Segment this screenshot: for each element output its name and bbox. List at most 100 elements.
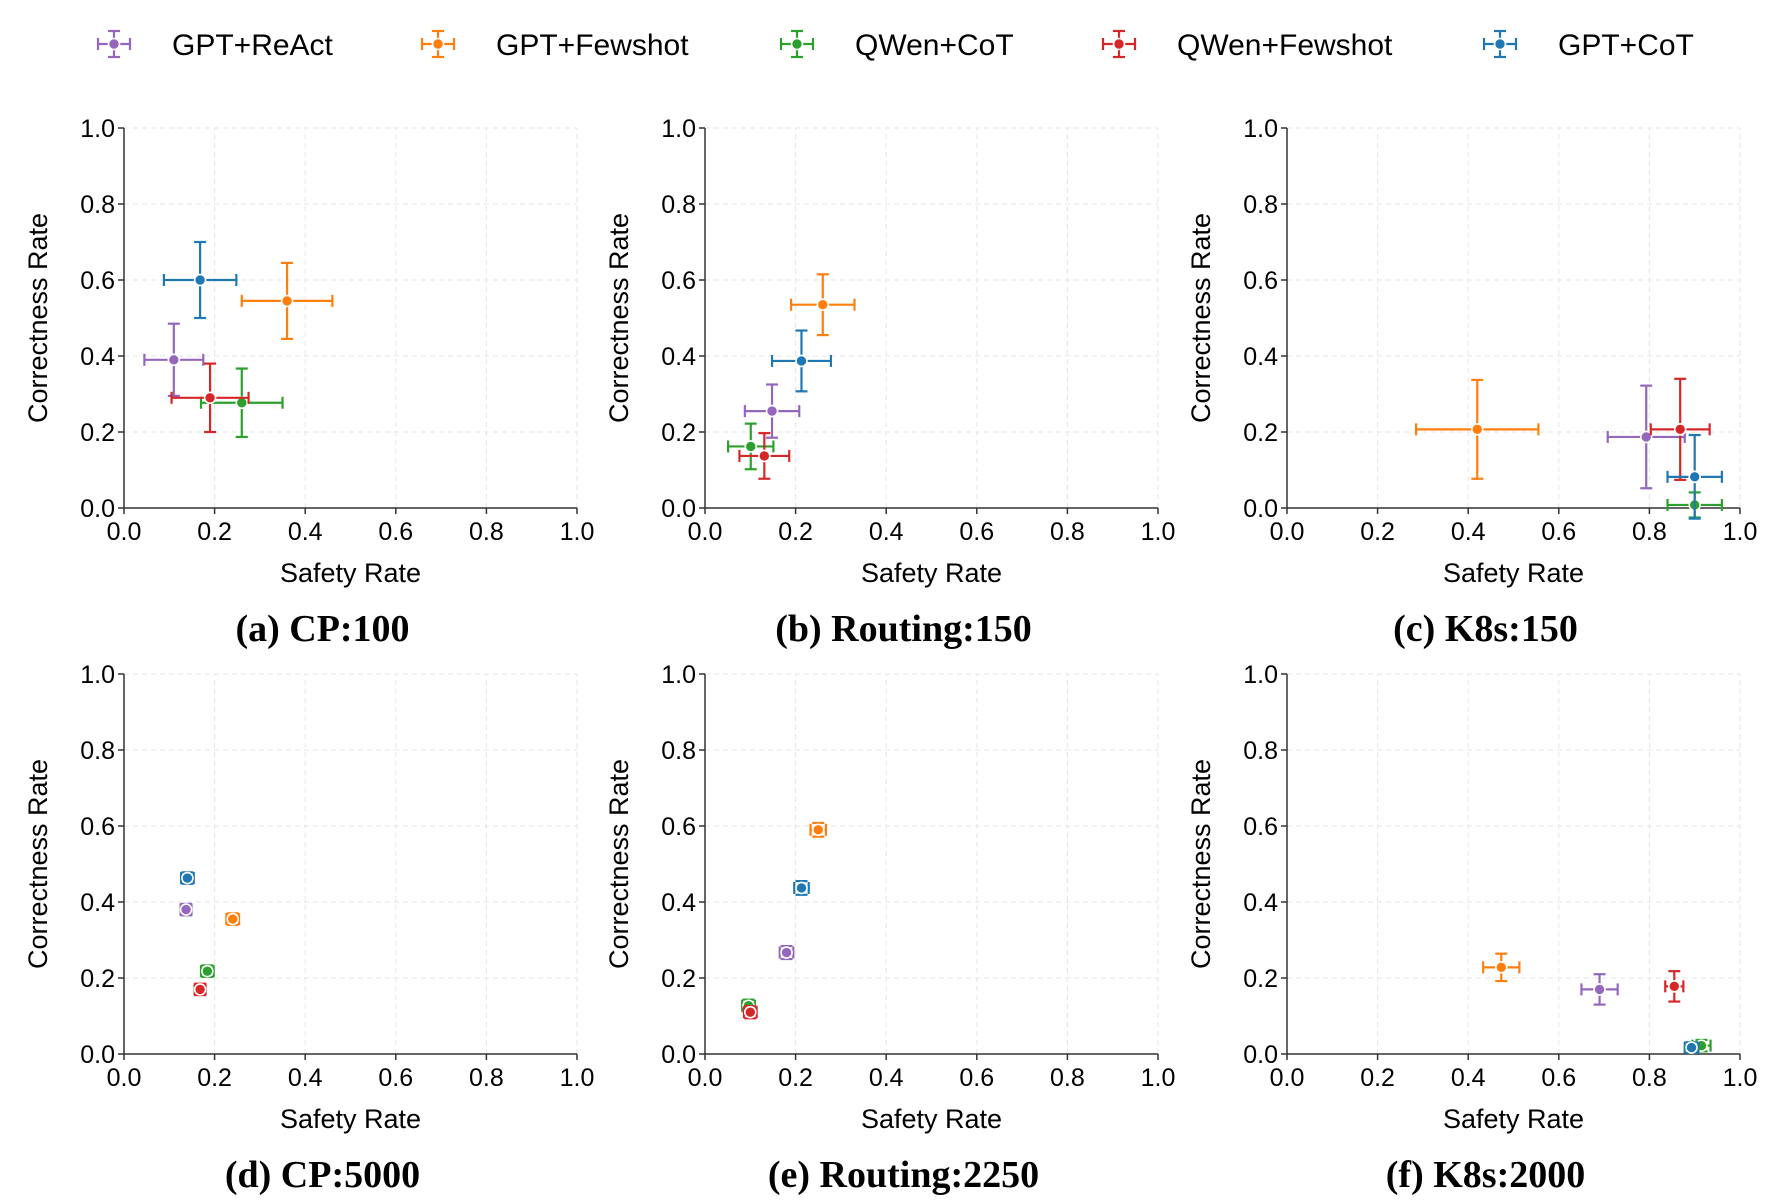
- y-tick-label: 0.6: [661, 267, 696, 295]
- y-tick-label: 0.8: [1243, 191, 1278, 219]
- x-tick-label: 1.0: [560, 1064, 595, 1092]
- data-point: [1685, 1041, 1698, 1054]
- y-tick-label: 0.0: [80, 1041, 115, 1069]
- x-tick-label: 0.2: [197, 1064, 232, 1092]
- data-point-qwen-fewshot: [742, 1005, 758, 1020]
- panel-caption: (e) Routing:2250: [768, 1154, 1039, 1196]
- x-tick-label: 0.8: [1632, 1064, 1667, 1092]
- data-point: [811, 823, 825, 837]
- chart-panels: 0.0 0.2 0.4 0.6 0.8 1.0 0.0 0.2 0.4 0.6 0.8 1.0 Safe…: [23, 115, 1757, 1196]
- x-tick-label: 1.0: [1141, 518, 1176, 546]
- x-tick-label: 0.2: [778, 518, 813, 546]
- chart-panel-e-routing-2250: 0.0 0.2 0.4 0.6 0.8 1.0 0.0 0.2 0.4 0.6 0.8 1.0 Safe…: [604, 661, 1175, 1196]
- x-axis-label: Safety Rate: [1443, 1104, 1584, 1134]
- x-tick-label: 0.0: [107, 518, 142, 546]
- data-point: [744, 440, 758, 453]
- data-point: [203, 391, 217, 405]
- x-tick-label: 0.0: [688, 1064, 723, 1092]
- data-point: [201, 964, 214, 978]
- data-point: [816, 298, 830, 312]
- y-tick-label: 0.4: [1243, 343, 1278, 371]
- y-axis-label: Correctness Rate: [1186, 759, 1216, 969]
- y-tick-label: 0.4: [661, 889, 696, 917]
- panel-caption: (f) K8s:2000: [1386, 1154, 1585, 1196]
- y-tick-label: 1.0: [80, 115, 115, 143]
- y-tick-label: 0.8: [1243, 737, 1278, 765]
- x-tick-label: 0.8: [1050, 1064, 1085, 1092]
- y-tick-label: 0.0: [80, 495, 115, 523]
- data-point-gpt-fewshot: [1482, 952, 1521, 983]
- x-axis-label: Safety Rate: [861, 558, 1002, 588]
- y-tick-label: 0.8: [80, 737, 115, 765]
- data-point-gpt-fewshot: [809, 821, 828, 838]
- data-point: [280, 294, 294, 308]
- y-tick-label: 0.4: [80, 343, 115, 371]
- x-tick-label: 0.0: [107, 1064, 142, 1092]
- y-tick-label: 0.4: [661, 343, 696, 371]
- data-point: [193, 273, 207, 287]
- data-point-gpt-react: [778, 944, 795, 961]
- x-tick-label: 0.4: [288, 518, 323, 546]
- data-point: [795, 881, 808, 895]
- chart-panel-d-cp-5000: 0.0 0.2 0.4 0.6 0.8 1.0 0.0 0.2 0.4 0.6 0.8 1.0 Safe…: [23, 661, 594, 1196]
- chart-panel-f-k8s-2000: 0.0 0.2 0.4 0.6 0.8 1.0 0.0 0.2 0.4 0.6 0.8 1.0 Safe…: [1186, 661, 1757, 1196]
- data-point-qwen-cot: [727, 422, 775, 471]
- data-point: [1688, 470, 1701, 484]
- x-axis-label: Safety Rate: [861, 1104, 1002, 1134]
- legend-item-gpt-fewshot: GPT+Fewshot: [420, 29, 689, 62]
- data-point-qwen-fewshot: [170, 362, 250, 434]
- y-tick-label: 1.0: [80, 661, 115, 689]
- data-point: [1112, 37, 1126, 51]
- panel-caption: (b) Routing:150: [775, 608, 1032, 650]
- legend-label: GPT+Fewshot: [496, 29, 689, 62]
- y-tick-label: 0.0: [661, 1041, 696, 1069]
- x-tick-label: 0.4: [1451, 1064, 1486, 1092]
- x-tick-label: 0.2: [1360, 1064, 1395, 1092]
- data-point-gpt-cot: [1666, 433, 1723, 520]
- data-point-gpt-react: [179, 902, 193, 917]
- y-tick-label: 0.2: [661, 419, 696, 447]
- y-tick-label: 0.8: [661, 191, 696, 219]
- y-tick-label: 0.4: [80, 889, 115, 917]
- panel-caption: (c) K8s:150: [1393, 608, 1578, 650]
- data-point: [1493, 37, 1507, 51]
- data-point-qwen-fewshot: [1649, 377, 1711, 481]
- data-point-gpt-cot: [162, 240, 238, 320]
- data-point: [181, 871, 194, 885]
- legend-item-qwen-fewshot: QWen+Fewshot: [1101, 29, 1393, 62]
- data-point-gpt-fewshot: [225, 912, 241, 926]
- y-tick-label: 0.2: [1243, 419, 1278, 447]
- chart-panel-b-routing-150: 0.0 0.2 0.4 0.6 0.8 1.0 0.0 0.2 0.4 0.6 0.8 1.0 Safe…: [604, 115, 1175, 650]
- data-point-gpt-cot: [1683, 1041, 1700, 1054]
- y-tick-label: 0.6: [1243, 267, 1278, 295]
- data-point: [1673, 423, 1687, 436]
- x-tick-label: 0.6: [378, 1064, 413, 1092]
- legend-marker-qwen-fewshot: [1101, 29, 1137, 59]
- legend-item-qwen-cot: QWen+CoT: [779, 29, 1014, 62]
- x-axis-label: Safety Rate: [1443, 558, 1584, 588]
- x-tick-label: 0.8: [1632, 518, 1667, 546]
- chart-panel-c-k8s-150: 0.0 0.2 0.4 0.6 0.8 1.0 0.0 0.2 0.4 0.6 0.8 1.0 Safe…: [1186, 115, 1757, 650]
- x-tick-label: 0.0: [1270, 1064, 1305, 1092]
- data-point-gpt-react: [143, 322, 205, 397]
- data-point: [765, 404, 779, 418]
- y-axis-label: Correctness Rate: [1186, 213, 1216, 423]
- legend-marker-gpt-react: [96, 29, 132, 59]
- panel-caption: (a) CP:100: [235, 608, 409, 650]
- data-point: [1639, 430, 1653, 444]
- x-tick-label: 0.0: [1270, 518, 1305, 546]
- data-point: [179, 903, 193, 916]
- data-point: [1668, 980, 1681, 993]
- y-axis-label: Correctness Rate: [23, 213, 53, 423]
- panel-caption: (d) CP:5000: [225, 1154, 420, 1196]
- data-point: [167, 353, 181, 367]
- data-point: [1593, 983, 1606, 996]
- y-tick-label: 0.0: [1243, 495, 1278, 523]
- data-point: [758, 449, 771, 463]
- data-point-qwen-cot: [199, 964, 215, 978]
- legend-marker-gpt-cot: [1482, 29, 1518, 59]
- legend-marker-qwen-cot: [779, 29, 815, 59]
- legend-label: GPT+CoT: [1558, 29, 1694, 62]
- legend-item-gpt-react: GPT+ReAct: [96, 29, 334, 62]
- data-point-qwen-fewshot: [1664, 970, 1685, 1003]
